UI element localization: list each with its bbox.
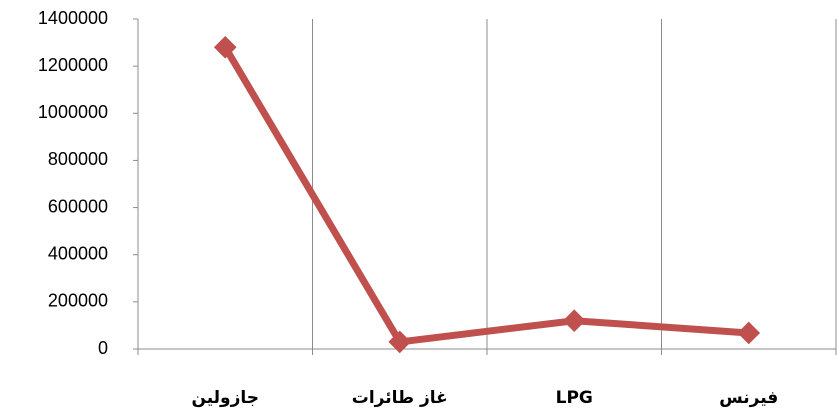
marker bbox=[737, 321, 761, 345]
y-tick-label: 1200000 bbox=[38, 55, 108, 75]
y-tick-label: 800000 bbox=[48, 149, 108, 169]
y-tick-label: 0 bbox=[98, 338, 108, 358]
x-tick-label: جازولين bbox=[191, 388, 259, 408]
x-tick-label: فيرنس bbox=[719, 388, 778, 408]
line bbox=[222, 45, 749, 346]
y-tick-label: 1400000 bbox=[38, 8, 108, 28]
y-tick-label: 200000 bbox=[48, 291, 108, 311]
x-tick-label: LPG bbox=[556, 388, 593, 408]
marker bbox=[562, 309, 586, 333]
y-tick-label: 600000 bbox=[48, 196, 108, 216]
y-tick-label: 1000000 bbox=[38, 102, 108, 122]
y-tick-label: 400000 bbox=[48, 243, 108, 263]
marker bbox=[388, 330, 412, 354]
x-tick-label: غاز طائرات bbox=[352, 388, 448, 408]
